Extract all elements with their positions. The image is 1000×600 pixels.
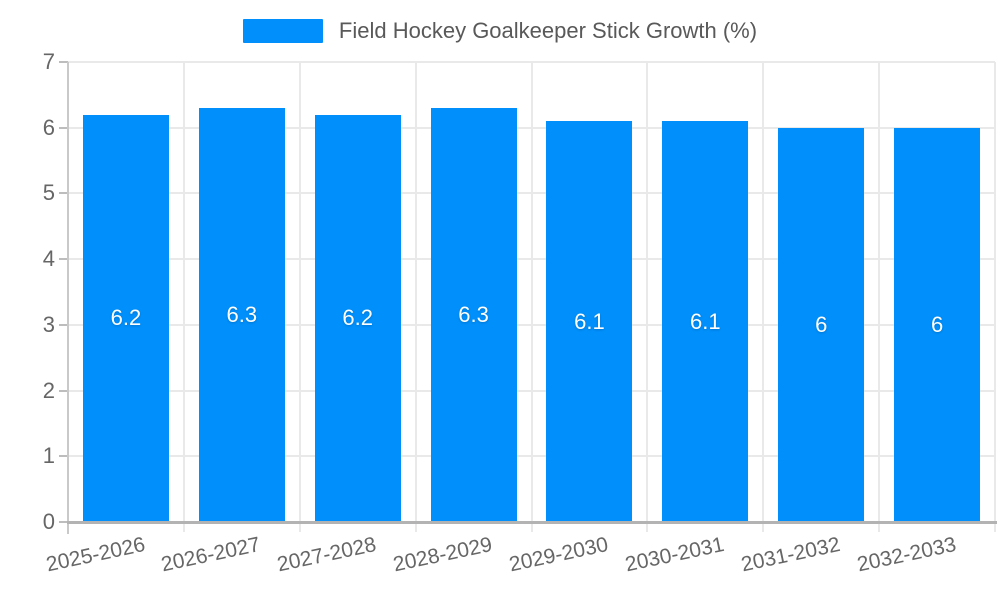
y-axis-label: 3 [42,311,55,337]
y-axis-tick [59,61,68,63]
v-gridline [182,62,185,532]
y-axis-tick [59,323,68,326]
bar-value-label: 6.3 [226,302,258,327]
x-axis-label: 2028-2029 [391,533,495,577]
legend-swatch [242,19,323,43]
v-gridline [646,62,649,532]
y-axis-label: 6 [42,114,55,140]
bar[interactable]: 6.3 [198,108,285,522]
v-gridline [762,62,765,532]
x-axis-label: 2025-2026 [43,533,147,577]
bar-value-label: 6.2 [342,305,373,331]
bar-value-label: 6.2 [110,305,142,331]
y-axis-tick [59,455,68,458]
bar-value-label: 6.1 [574,308,605,334]
bar-value-label: 6.3 [458,302,489,327]
x-axis-label: 2032-2033 [854,533,958,577]
v-gridline [994,62,996,532]
x-axis-label: 2026-2027 [159,533,263,577]
plot-area: 0 1 2 3 4 5 6 7 6.2 2025-2026 6.3 2026-2027 6.2 2027-… [43,49,997,576]
legend-label: Field Hockey Goalkeeper Stick Growth (%) [338,18,758,43]
y-axis-tick [59,192,68,195]
bar[interactable]: 6.3 [430,108,517,522]
bar[interactable]: 6.1 [546,121,633,522]
y-axis-label: 2 [42,377,55,403]
x-axis-label: 2031-2032 [738,533,842,577]
bar-value-label: 6 [815,311,828,337]
y-axis-label: 0 [42,509,55,534]
x-axis-line [67,521,997,524]
v-gridline [530,62,533,532]
x-axis-label: 2030-2031 [623,533,727,577]
y-axis-label: 7 [42,49,55,74]
bar[interactable]: 6.2 [314,114,401,522]
v-gridline [878,62,881,532]
y-axis-tick [59,521,68,523]
bar-value-label: 6.1 [690,308,721,334]
v-gridline [298,62,301,532]
y-axis-label: 5 [42,180,55,206]
bar[interactable]: 6 [894,127,981,522]
bar[interactable]: 6.2 [82,114,169,522]
legend-item[interactable]: Field Hockey Goalkeeper Stick Growth (%) [0,18,1000,44]
y-axis-tick [59,258,68,261]
bar[interactable]: 6.1 [662,121,749,522]
x-axis-label: 2027-2028 [275,533,379,577]
bar[interactable]: 6 [778,127,865,522]
v-gridline [414,62,417,532]
y-axis-label: 1 [42,443,55,469]
y-axis-tick [59,389,68,392]
y-axis-tick [59,126,68,129]
y-axis-line [67,62,69,534]
x-axis-label: 2029-2030 [507,533,611,577]
bar-value-label: 6 [930,311,944,337]
y-axis-label: 4 [42,246,55,272]
